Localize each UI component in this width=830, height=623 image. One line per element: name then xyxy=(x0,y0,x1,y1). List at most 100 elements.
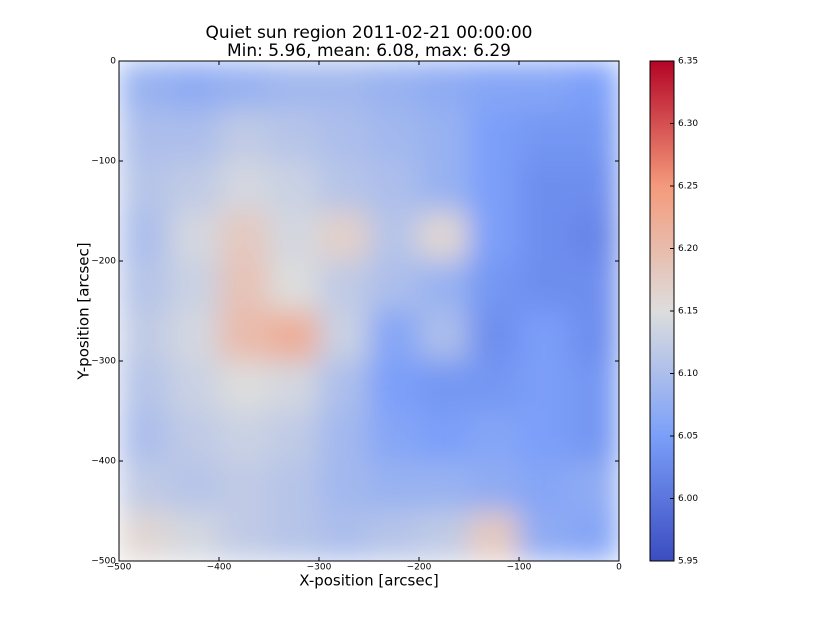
heatmap xyxy=(119,61,619,561)
colorbar-tick-label: 6.10 xyxy=(678,369,698,379)
y-tick-label: −200 xyxy=(91,257,116,267)
heatmap-cell xyxy=(219,111,270,162)
heatmap-cell xyxy=(419,361,470,412)
heatmap-cell xyxy=(219,161,270,212)
heatmap-cell xyxy=(219,411,270,462)
colorbar-tick-label: 5.95 xyxy=(678,557,698,567)
heatmap-cell xyxy=(219,511,270,561)
heatmap-cell xyxy=(469,261,520,312)
heatmap-cell xyxy=(319,161,370,212)
heatmap-cell xyxy=(169,511,220,561)
heatmap-cell xyxy=(269,161,320,212)
heatmap-cell xyxy=(369,211,420,262)
heatmap-cell xyxy=(419,461,470,512)
heatmap-cell xyxy=(319,311,370,362)
heatmap-cell xyxy=(569,111,619,162)
heatmap-cell xyxy=(119,311,170,362)
heatmap-cell xyxy=(169,211,220,262)
colorbar-tick-label: 6.15 xyxy=(678,307,698,317)
heatmap-cell xyxy=(569,411,619,462)
heatmap-cell xyxy=(119,211,170,262)
heatmap-cell xyxy=(419,111,470,162)
heatmap-cell xyxy=(269,261,320,312)
x-axis-label: X-position [arcsec] xyxy=(299,572,438,590)
colorbar-tick-label: 6.05 xyxy=(678,432,698,442)
heatmap-cell xyxy=(519,511,570,561)
plot-frame xyxy=(118,60,620,562)
heatmap-cell xyxy=(469,511,520,561)
heatmap-cell xyxy=(169,111,220,162)
heatmap-cell xyxy=(519,411,570,462)
heatmap-cell xyxy=(469,311,520,362)
heatmap-cell xyxy=(119,61,170,112)
heatmap-cell xyxy=(269,211,320,262)
chart-title: Quiet sun region 2011-02-21 00:00:00 xyxy=(206,23,533,43)
heatmap-cell xyxy=(469,411,520,462)
heatmap-cell xyxy=(119,361,170,412)
heatmap-cell xyxy=(119,411,170,462)
heatmap-cell xyxy=(169,161,220,212)
heatmap-cell xyxy=(519,361,570,412)
heatmap-cell xyxy=(319,361,370,412)
heatmap-cell xyxy=(569,261,619,312)
x-tick-label: −200 xyxy=(407,563,432,573)
heatmap-cell xyxy=(369,511,420,561)
x-tick-label: −300 xyxy=(307,563,332,573)
heatmap-cell xyxy=(469,461,520,512)
y-tick-label: −500 xyxy=(91,557,116,567)
heatmap-cell xyxy=(169,461,220,512)
heatmap-cell xyxy=(369,261,420,312)
heatmap-cell xyxy=(319,411,370,462)
y-axis-label: Y-position [arcsec] xyxy=(75,242,93,380)
heatmap-cell xyxy=(319,511,370,561)
heatmap-cell xyxy=(569,211,619,262)
colorbar-tick-label: 6.00 xyxy=(678,494,698,504)
heatmap-cell xyxy=(219,461,270,512)
heatmap-cell xyxy=(569,511,619,561)
heatmap-cell xyxy=(369,461,420,512)
heatmap-cell xyxy=(469,211,520,262)
heatmap-cell xyxy=(219,311,270,362)
y-tick-label: 0 xyxy=(110,57,116,67)
heatmap-cell xyxy=(269,111,320,162)
x-tick-label: 0 xyxy=(616,563,622,573)
heatmap-cell xyxy=(519,261,570,312)
heatmap-cell xyxy=(219,211,270,262)
heatmap-cell xyxy=(119,261,170,312)
heatmap-cell xyxy=(419,211,470,262)
heatmap-cell xyxy=(269,361,320,412)
heatmap-cell xyxy=(219,61,270,112)
heatmap-cell xyxy=(419,161,470,212)
heatmap-cells xyxy=(119,61,619,561)
colorbar-tick-label: 6.20 xyxy=(678,244,698,254)
heatmap-cell xyxy=(419,411,470,462)
heatmap-cell xyxy=(319,261,370,312)
heatmap-cell xyxy=(469,161,520,212)
y-tick-label: −400 xyxy=(91,457,116,467)
x-tick-label: −500 xyxy=(107,563,132,573)
heatmap-cell xyxy=(369,361,420,412)
heatmap-cell xyxy=(269,511,320,561)
heatmap-cell xyxy=(169,261,220,312)
heatmap-cell xyxy=(369,111,420,162)
heatmap-cell xyxy=(519,161,570,212)
heatmap-cell xyxy=(469,361,520,412)
heatmap-cell xyxy=(119,161,170,212)
heatmap-cell xyxy=(369,161,420,212)
chart-subtitle: Min: 5.96, mean: 6.08, max: 6.29 xyxy=(227,41,511,61)
heatmap-cell xyxy=(419,311,470,362)
heatmap-cell xyxy=(269,411,320,462)
y-tick-label: −300 xyxy=(91,357,116,367)
heatmap-cell xyxy=(369,61,420,112)
heatmap-cell xyxy=(569,61,619,112)
heatmap-cell xyxy=(369,311,420,362)
x-tick-label: −400 xyxy=(207,563,232,573)
heatmap-cell xyxy=(519,461,570,512)
heatmap-cell xyxy=(369,411,420,462)
heatmap-cell xyxy=(569,161,619,212)
heatmap-cell xyxy=(119,111,170,162)
colorbar-tick-label: 6.25 xyxy=(678,182,698,192)
heatmap-cell xyxy=(319,111,370,162)
heatmap-cell xyxy=(169,411,220,462)
